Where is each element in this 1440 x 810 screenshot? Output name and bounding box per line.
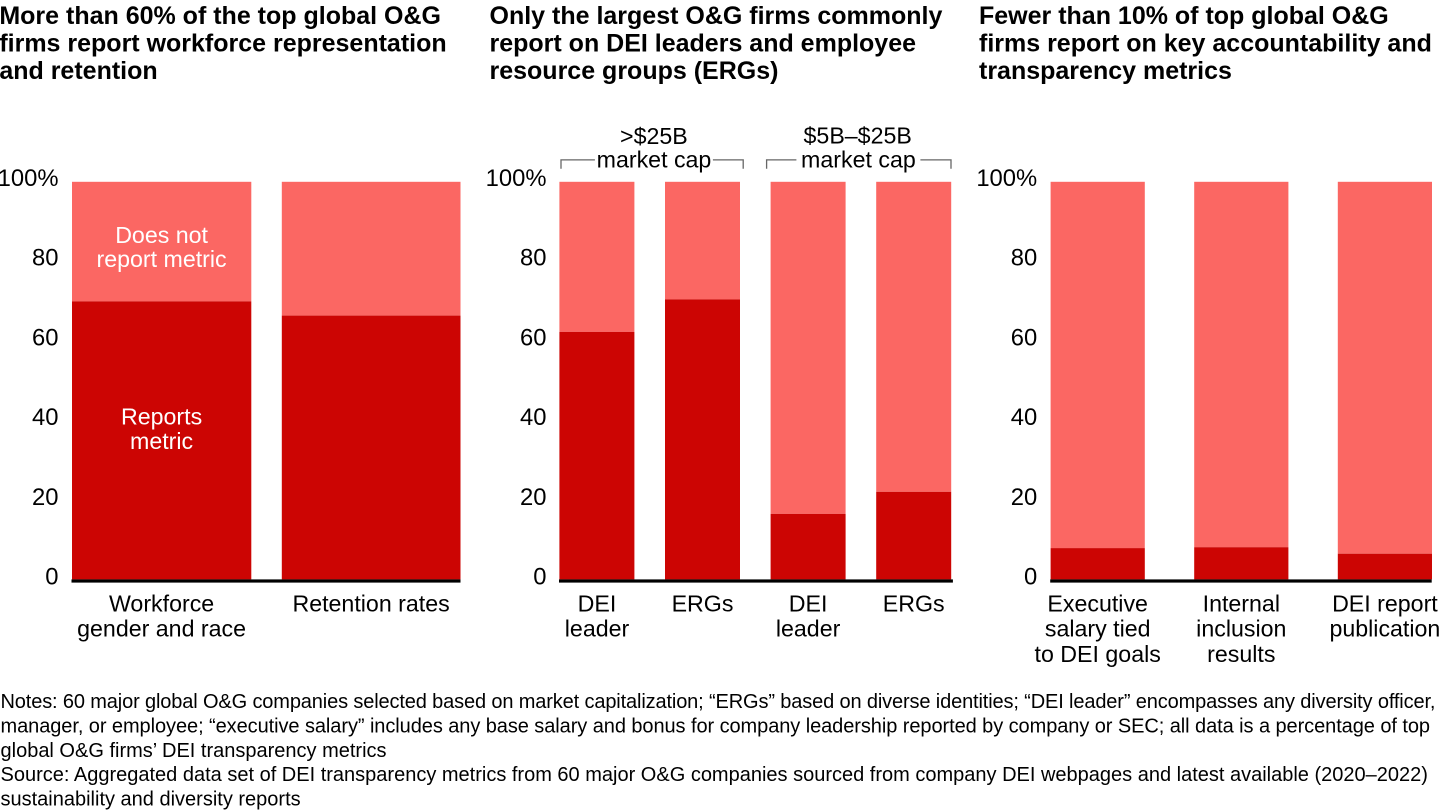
svg-text:leader: leader: [565, 616, 630, 642]
svg-text:>$25B: >$25B: [620, 123, 688, 149]
svg-text:60: 60: [1011, 324, 1037, 351]
svg-text:DEI: DEI: [789, 590, 828, 616]
svg-text:20: 20: [32, 484, 58, 511]
svg-text:20: 20: [520, 484, 546, 511]
svg-text:80: 80: [1011, 245, 1037, 272]
svg-text:$5B–$25B: $5B–$25B: [804, 122, 912, 148]
svg-text:firms report workforce represe: firms report workforce representation: [0, 30, 447, 58]
svg-text:20: 20: [1011, 484, 1037, 511]
svg-text:market cap: market cap: [801, 146, 916, 172]
svg-text:Source: Aggregated data set of: Source: Aggregated data set of DEI trans…: [1, 764, 1428, 786]
svg-text:publication: publication: [1329, 616, 1440, 642]
svg-text:Only the largest O&G firms com: Only the largest O&G firms commonly: [490, 2, 943, 30]
svg-text:Fewer than 10% of top global O: Fewer than 10% of top global O&G: [979, 2, 1389, 30]
svg-text:to DEI goals: to DEI goals: [1035, 641, 1161, 667]
svg-text:Retention rates: Retention rates: [292, 590, 449, 616]
svg-text:100%: 100%: [976, 165, 1037, 192]
svg-text:0: 0: [45, 564, 58, 591]
svg-text:40: 40: [1011, 404, 1037, 431]
svg-text:40: 40: [520, 404, 546, 431]
svg-text:0: 0: [533, 564, 546, 591]
svg-text:and retention: and retention: [0, 57, 158, 85]
svg-text:market cap: market cap: [597, 146, 712, 172]
svg-text:Does not: Does not: [115, 222, 208, 248]
svg-text:salary tied: salary tied: [1045, 616, 1151, 642]
svg-text:global O&G firms’ DEI transpar: global O&G firms’ DEI transparency metri…: [1, 740, 387, 762]
svg-text:DEI report: DEI report: [1332, 590, 1438, 616]
svg-text:firms report on key accountabi: firms report on key accountability and: [979, 30, 1432, 58]
svg-text:Reports: Reports: [121, 403, 202, 429]
svg-text:report metric: report metric: [97, 246, 227, 272]
svg-text:100%: 100%: [0, 165, 59, 192]
svg-text:40: 40: [32, 404, 58, 431]
svg-text:80: 80: [520, 245, 546, 272]
svg-text:transparency metrics: transparency metrics: [979, 57, 1232, 85]
svg-text:resource groups (ERGs): resource groups (ERGs): [490, 57, 779, 85]
svg-text:60: 60: [32, 324, 58, 351]
svg-text:manager, or employee; “executi: manager, or employee; “executive salary”…: [1, 715, 1430, 737]
svg-text:DEI: DEI: [578, 590, 617, 616]
svg-text:ERGs: ERGs: [883, 590, 945, 616]
svg-text:100%: 100%: [486, 165, 547, 192]
svg-text:Workforce: Workforce: [109, 590, 214, 616]
svg-text:sustainability and diversity r: sustainability and diversity reports: [1, 789, 301, 810]
svg-text:results: results: [1207, 641, 1275, 667]
svg-text:Internal: Internal: [1203, 590, 1280, 616]
svg-text:0: 0: [1024, 564, 1037, 591]
svg-text:report on DEI leaders and empl: report on DEI leaders and employee: [490, 30, 917, 58]
svg-text:Notes: 60 major global O&G com: Notes: 60 major global O&G companies sel…: [1, 691, 1436, 713]
svg-text:inclusion: inclusion: [1196, 616, 1286, 642]
svg-text:metric: metric: [130, 428, 193, 454]
svg-text:gender and race: gender and race: [77, 616, 246, 642]
svg-text:More than 60% of the top globa: More than 60% of the top global O&G: [0, 2, 441, 30]
svg-text:leader: leader: [776, 616, 841, 642]
svg-text:Executive: Executive: [1047, 590, 1148, 616]
svg-text:80: 80: [32, 245, 58, 272]
svg-text:ERGs: ERGs: [672, 590, 734, 616]
svg-text:60: 60: [520, 324, 546, 351]
